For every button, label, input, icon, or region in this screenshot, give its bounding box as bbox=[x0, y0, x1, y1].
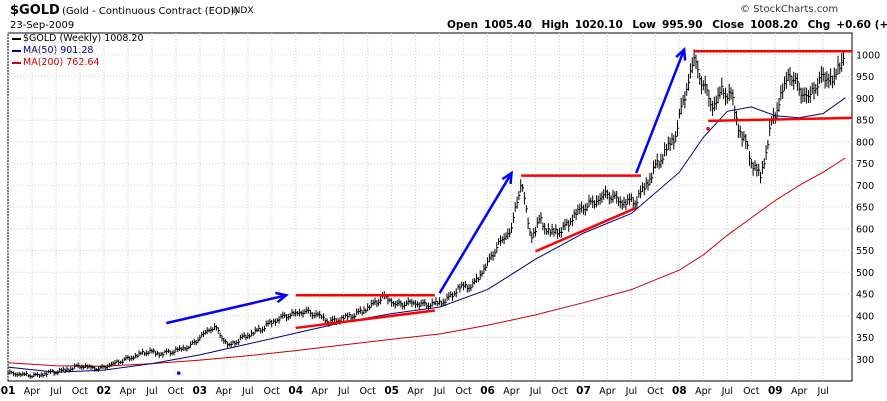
x-tick-label: 02 bbox=[97, 385, 112, 397]
y-tick-label: 450 bbox=[856, 290, 874, 301]
legend-ma50-text: MA(50) 901.28 bbox=[23, 45, 94, 56]
x-tick-label: Apr bbox=[407, 386, 424, 397]
x-tick-label: Oct bbox=[264, 386, 281, 397]
x-tick-label: Jul bbox=[529, 386, 541, 397]
trendline bbox=[535, 206, 637, 253]
y-tick-label: 900 bbox=[856, 94, 874, 105]
arrow-shaft bbox=[635, 49, 686, 174]
y-tick-label: 700 bbox=[856, 181, 874, 192]
legend-price-text: $GOLD (Weekly) 1008.20 bbox=[23, 33, 144, 44]
x-tick-label: 08 bbox=[672, 385, 687, 397]
x-tick-label: 07 bbox=[576, 385, 591, 397]
x-tick-label: 03 bbox=[193, 385, 208, 397]
x-tick-label: Apr bbox=[599, 386, 616, 397]
marker-dot bbox=[706, 126, 710, 131]
legend-price: $GOLD (Weekly) 1008.20 bbox=[12, 33, 144, 44]
x-tick-label: 01 bbox=[1, 385, 16, 397]
marker-dot bbox=[176, 371, 181, 375]
x-tick-label: Oct bbox=[455, 386, 472, 397]
exchange-label: INDX bbox=[231, 6, 254, 16]
y-tick-label: 650 bbox=[856, 203, 874, 214]
symbol-title: $GOLD bbox=[10, 3, 60, 18]
y-tick-label: 550 bbox=[856, 246, 874, 257]
x-tick-label: Jul bbox=[241, 386, 253, 397]
x-tick-label: Jul bbox=[816, 386, 828, 397]
x-tick-label: Apr bbox=[120, 386, 137, 397]
y-tick-label: 400 bbox=[856, 311, 874, 322]
chg-value: +0.60 (+0.06%) bbox=[836, 19, 887, 31]
open-value: 1005.40 bbox=[484, 19, 532, 31]
ma200-line bbox=[7, 157, 846, 367]
y-tick-label: 950 bbox=[856, 72, 874, 83]
low-label: Low bbox=[632, 19, 657, 31]
chg-label: Chg bbox=[807, 19, 831, 31]
y-tick-label: 850 bbox=[856, 116, 874, 127]
x-tick-label: Jul bbox=[337, 386, 349, 397]
y-tick-label: 500 bbox=[856, 268, 874, 279]
high-label: High bbox=[541, 19, 569, 31]
legend-ma50: MA(50) 901.28 bbox=[12, 45, 93, 56]
x-tick-label: Oct bbox=[168, 386, 185, 397]
x-tick-label: Oct bbox=[743, 386, 760, 397]
price-bars bbox=[7, 49, 846, 379]
arrow-head bbox=[275, 291, 289, 304]
stockcharts-brand[interactable]: © StockCharts.com bbox=[740, 4, 839, 15]
x-tick-label: 09 bbox=[768, 385, 783, 397]
x-tick-label: 05 bbox=[384, 385, 399, 397]
x-tick-label: Apr bbox=[24, 386, 41, 397]
x-tick-label: Oct bbox=[359, 386, 376, 397]
low-value: 995.90 bbox=[662, 19, 703, 31]
y-tick-label: 600 bbox=[856, 224, 874, 235]
y-tick-label: 350 bbox=[856, 333, 874, 344]
arrow-head bbox=[675, 46, 687, 61]
ma50-line bbox=[7, 97, 846, 373]
trendline bbox=[708, 116, 853, 123]
trendline bbox=[295, 309, 435, 330]
x-tick-label: Apr bbox=[311, 386, 328, 397]
close-label: Close bbox=[712, 19, 745, 31]
arrow-shaft bbox=[165, 294, 287, 325]
date-label: 23-Sep-2009 bbox=[10, 20, 75, 31]
y-tick-label: 300 bbox=[856, 355, 874, 366]
close-value: 1008.20 bbox=[750, 19, 798, 31]
x-tick-label: Apr bbox=[216, 386, 233, 397]
plot-area bbox=[7, 32, 853, 382]
ohlc-readout: Open 1005.40 High 1020.10 Low 995.90 Close 1… bbox=[447, 19, 887, 31]
x-tick-label: Jul bbox=[625, 386, 637, 397]
open-label: Open bbox=[447, 19, 479, 31]
arrow-head bbox=[501, 170, 514, 185]
y-tick-label: 800 bbox=[856, 137, 874, 148]
x-tick-label: Oct bbox=[647, 386, 664, 397]
x-tick-label: Jul bbox=[49, 386, 61, 397]
x-tick-label: Jul bbox=[433, 386, 445, 397]
symbol-description: (Gold - Continuous Contract (EOD)) bbox=[62, 6, 239, 17]
x-tick-label: Jul bbox=[145, 386, 157, 397]
high-value: 1020.10 bbox=[574, 19, 623, 31]
x-tick-label: Oct bbox=[72, 386, 89, 397]
x-tick-label: Apr bbox=[791, 386, 808, 397]
x-tick-label: Oct bbox=[551, 386, 568, 397]
x-tick-label: Apr bbox=[503, 386, 520, 397]
legend-ma200-text: MA(200) 762.64 bbox=[23, 57, 100, 68]
x-tick-label: 06 bbox=[480, 385, 495, 397]
y-tick-label: 750 bbox=[856, 159, 874, 170]
x-tick-label: Apr bbox=[695, 386, 712, 397]
arrow-shaft bbox=[438, 172, 513, 294]
legend-ma200: MA(200) 762.64 bbox=[12, 57, 100, 68]
y-tick-label: 1000 bbox=[856, 50, 880, 61]
x-tick-label: 04 bbox=[288, 385, 303, 397]
x-tick-label: Jul bbox=[721, 386, 733, 397]
